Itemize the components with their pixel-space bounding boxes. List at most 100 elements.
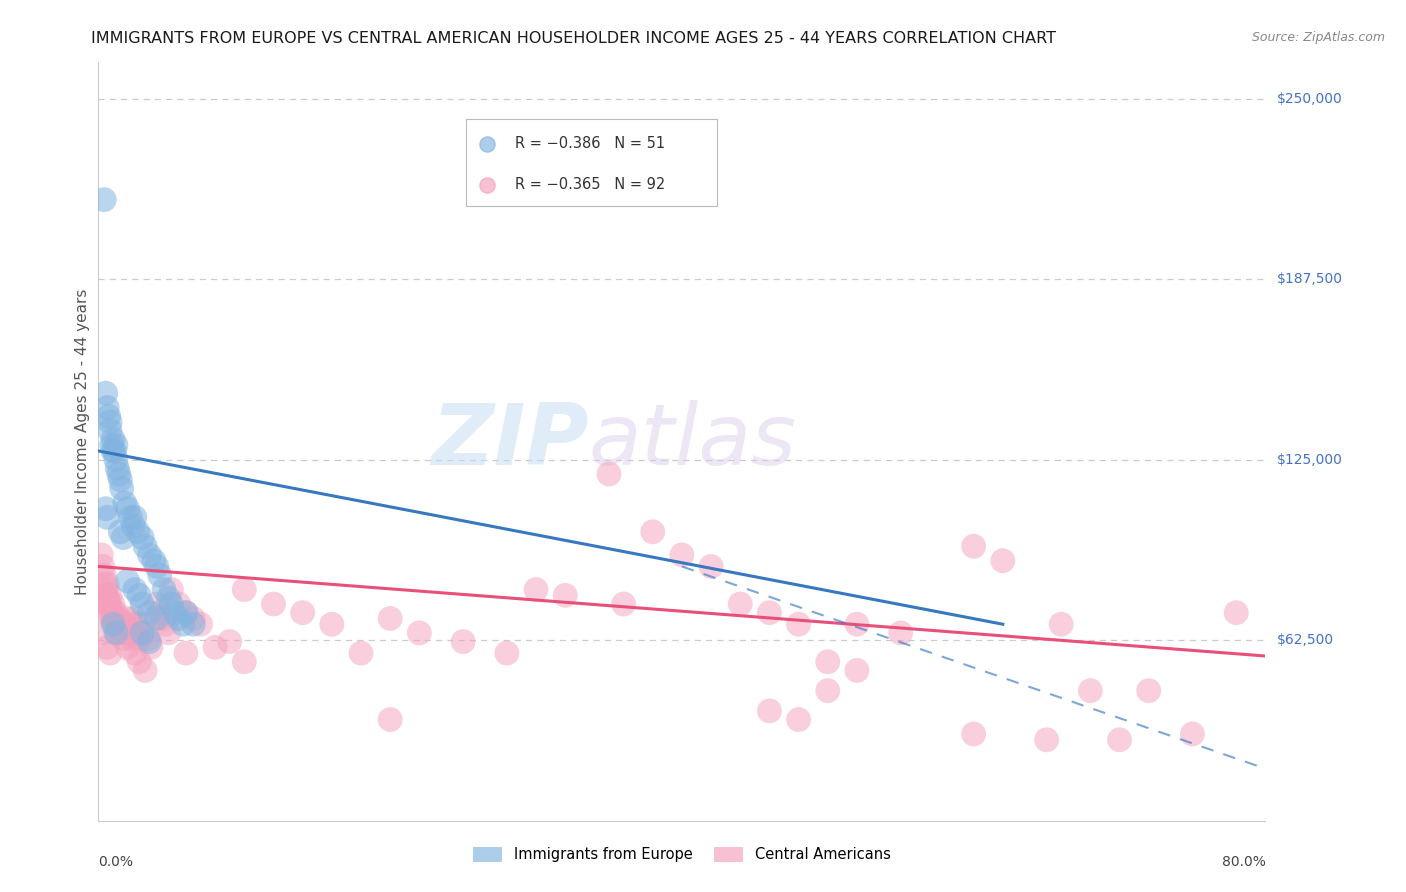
Point	[120, 626, 142, 640]
Point	[98, 597, 121, 611]
Point	[1181, 727, 1204, 741]
Point	[128, 655, 150, 669]
Point	[93, 576, 115, 591]
Point	[846, 617, 869, 632]
Point	[117, 611, 139, 625]
Point	[100, 606, 122, 620]
Point	[101, 444, 124, 458]
Text: $62,500: $62,500	[1277, 633, 1334, 647]
Point	[105, 617, 128, 632]
Point	[146, 559, 169, 574]
Point	[408, 626, 430, 640]
Point	[157, 626, 180, 640]
Point	[101, 606, 124, 620]
Point	[700, 559, 723, 574]
Point	[91, 626, 114, 640]
Point	[496, 646, 519, 660]
Point	[598, 467, 620, 481]
Point	[128, 588, 150, 602]
Point	[1137, 683, 1160, 698]
Text: 80.0%: 80.0%	[1222, 855, 1265, 869]
Text: R = −​0.365   N = 92: R = −​0.365 N = 92	[515, 178, 665, 192]
Point	[1225, 606, 1247, 620]
Point	[163, 606, 186, 620]
Point	[138, 634, 160, 648]
Point	[114, 496, 136, 510]
Point	[890, 626, 912, 640]
Point	[124, 646, 146, 660]
Point	[96, 576, 118, 591]
Point	[117, 574, 139, 588]
Point	[846, 664, 869, 678]
Point	[146, 597, 169, 611]
Point	[103, 617, 125, 632]
Point	[121, 632, 143, 646]
Point	[120, 510, 142, 524]
Point	[451, 634, 474, 648]
Text: atlas: atlas	[589, 400, 797, 483]
Point	[321, 617, 343, 632]
Point	[111, 482, 134, 496]
Point	[103, 611, 125, 625]
Point	[104, 606, 127, 620]
Point	[817, 683, 839, 698]
Legend: Immigrants from Europe, Central Americans: Immigrants from Europe, Central American…	[467, 841, 897, 868]
Point	[1035, 732, 1057, 747]
Point	[97, 606, 120, 620]
Point	[204, 640, 226, 655]
Point	[101, 617, 124, 632]
Point	[98, 424, 121, 438]
Point	[136, 632, 159, 646]
Point	[291, 606, 314, 620]
Point	[117, 640, 139, 655]
Point	[380, 611, 402, 625]
Point	[787, 617, 810, 632]
Point	[125, 617, 148, 632]
Point	[190, 617, 212, 632]
Point	[94, 582, 117, 597]
Point	[134, 664, 156, 678]
Point	[96, 510, 118, 524]
Point	[104, 626, 127, 640]
Point	[160, 597, 183, 611]
Point	[233, 655, 256, 669]
Point	[100, 438, 122, 452]
Point	[131, 626, 153, 640]
Point	[93, 193, 115, 207]
Point	[174, 606, 197, 620]
Point	[155, 617, 177, 632]
Point	[134, 626, 156, 640]
Point	[149, 568, 172, 582]
Point	[93, 568, 115, 582]
Point	[1080, 683, 1102, 698]
Point	[350, 646, 373, 660]
Point	[149, 606, 172, 620]
Point	[174, 646, 197, 660]
Point	[98, 588, 121, 602]
Point	[138, 548, 160, 562]
Point	[146, 611, 169, 625]
Point	[128, 632, 150, 646]
Point	[124, 582, 146, 597]
Point	[117, 501, 139, 516]
Point	[124, 510, 146, 524]
Point	[104, 438, 127, 452]
Point	[104, 611, 127, 625]
Point	[181, 617, 204, 632]
Point	[110, 617, 132, 632]
Point	[90, 548, 112, 562]
Point	[94, 597, 117, 611]
Point	[134, 539, 156, 553]
Point	[105, 626, 128, 640]
Point	[115, 626, 138, 640]
Point	[172, 617, 194, 632]
Point	[641, 524, 664, 539]
Point	[612, 597, 634, 611]
Point	[380, 713, 402, 727]
Point	[991, 554, 1014, 568]
Point	[160, 582, 183, 597]
Point	[962, 727, 984, 741]
Text: Source: ZipAtlas.com: Source: ZipAtlas.com	[1251, 31, 1385, 45]
Point	[105, 461, 128, 475]
Point	[97, 409, 120, 424]
